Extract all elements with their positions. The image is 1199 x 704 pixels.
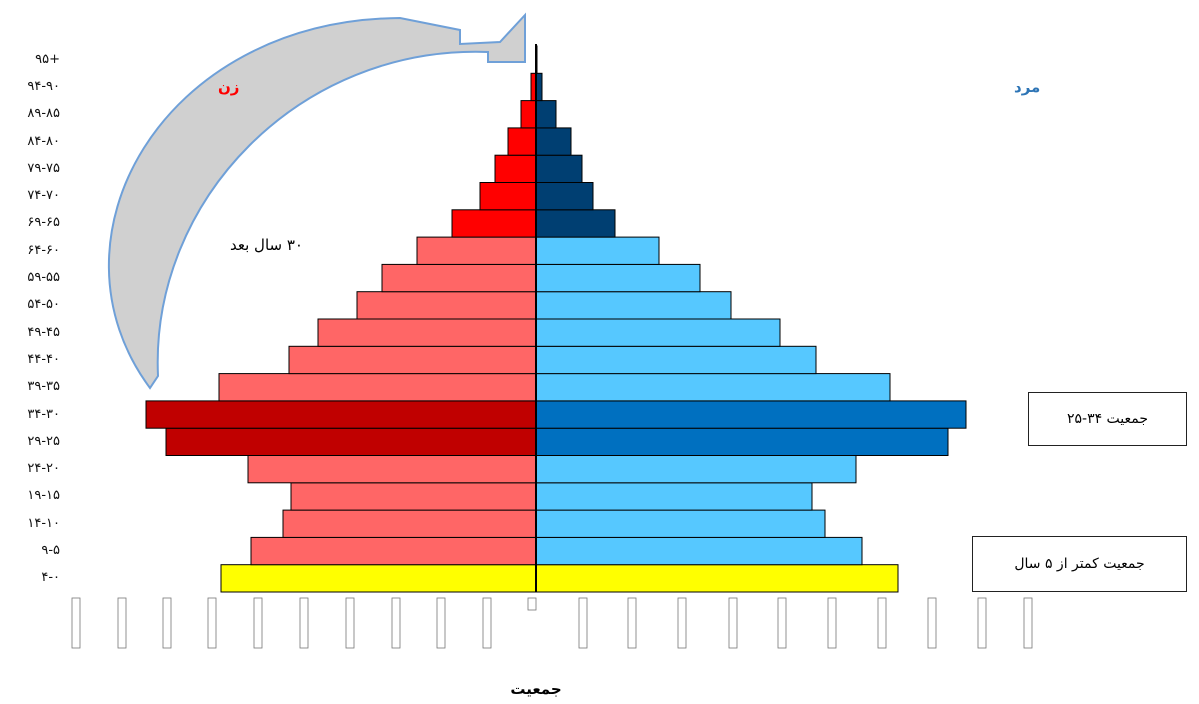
x-tick-12 [627, 597, 637, 649]
x-tick-0 [71, 597, 81, 649]
x-ticks-group [71, 597, 1033, 649]
age-label-0: ۴-۰ [41, 570, 60, 586]
age-label-10: ۵۴-۵۰ [27, 297, 60, 313]
legend-female: زن [218, 78, 240, 96]
curved-arrow [108, 12, 526, 390]
age-label-16: ۸۴-۸۰ [27, 133, 60, 149]
x-tick-1 [117, 597, 127, 649]
bar-male-13 [535, 209, 616, 238]
x-tick-13 [677, 597, 687, 649]
callout-box-25-34: جمعیت ۳۴-۲۵ [1028, 392, 1187, 446]
x-tick-4 [253, 597, 263, 649]
bar-male-14 [535, 182, 594, 211]
bar-male-17 [535, 100, 557, 129]
callout-box-under5: جمعیت کمتر از ۵ سال [972, 536, 1187, 592]
age-label-9: ۴۹-۴۵ [27, 324, 60, 340]
bar-male-5 [535, 427, 949, 457]
age-label-7: ۳۹-۳۵ [27, 379, 60, 395]
bar-female-9 [317, 318, 537, 347]
age-label-19: ۹۵+ [35, 51, 60, 67]
age-label-8: ۴۴-۴۰ [27, 351, 60, 367]
bar-female-7 [218, 373, 537, 402]
bar-female-4 [247, 455, 537, 484]
thirty-years-later-label: ۳۰ سال بعد [230, 236, 303, 254]
bar-male-15 [535, 154, 583, 183]
bar-female-6 [145, 400, 537, 429]
x-axis-title: جمعیت [510, 680, 562, 698]
bar-female-16 [507, 127, 537, 156]
age-label-6: ۳۴-۳۰ [27, 406, 60, 422]
x-tick-8 [436, 597, 446, 649]
bar-female-15 [494, 154, 537, 183]
age-label-5: ۲۹-۲۵ [27, 433, 60, 449]
x-tick-17 [877, 597, 887, 649]
bar-male-3 [535, 482, 813, 511]
x-tick-2 [162, 597, 172, 649]
age-label-14: ۷۴-۷۰ [27, 188, 60, 204]
x-tick-20 [1023, 597, 1033, 649]
age-label-18: ۹۴-۹۰ [27, 78, 60, 94]
x-tick-3 [207, 597, 217, 649]
bar-male-4 [535, 455, 857, 484]
bar-female-14 [479, 182, 537, 211]
age-label-4: ۲۴-۲۰ [27, 461, 60, 477]
bar-female-10 [356, 291, 537, 320]
age-label-13: ۶۹-۶۵ [27, 215, 60, 231]
bar-male-9 [535, 318, 781, 347]
bar-female-11 [381, 263, 537, 293]
bar-female-12 [416, 236, 537, 265]
x-tick-19 [977, 597, 987, 649]
legend-male: مرد [1014, 78, 1041, 96]
x-tick-16 [827, 597, 837, 649]
x-tick-15 [777, 597, 787, 649]
age-label-15: ۷۹-۷۵ [27, 160, 60, 176]
bar-male-1 [535, 536, 863, 566]
bar-male-7 [535, 373, 891, 402]
x-tick-5 [299, 597, 309, 649]
bar-female-13 [451, 209, 537, 238]
x-tick-9 [482, 597, 492, 649]
age-label-2: ۱۴-۱۰ [27, 515, 60, 531]
x-tick-6 [345, 597, 355, 649]
bar-female-5 [165, 427, 537, 457]
bar-female-8 [288, 345, 537, 375]
bar-female-2 [282, 509, 537, 538]
bar-male-11 [535, 263, 701, 293]
x-tick-11 [578, 597, 588, 649]
bar-male-8 [535, 345, 817, 375]
age-label-12: ۶۴-۶۰ [27, 242, 60, 258]
bar-female-17 [520, 100, 537, 129]
bar-female-3 [290, 482, 537, 511]
bar-male-6 [535, 400, 967, 429]
bar-male-0 [535, 564, 899, 593]
x-tick-18 [927, 597, 937, 649]
age-label-17: ۸۹-۸۵ [27, 106, 60, 122]
age-label-1: ۹-۵ [41, 543, 60, 559]
bar-male-12 [535, 236, 660, 265]
bar-female-0 [220, 564, 537, 593]
age-label-11: ۵۹-۵۵ [27, 270, 60, 286]
bar-female-1 [250, 536, 537, 566]
bar-male-2 [535, 509, 826, 538]
x-tick-7 [391, 597, 401, 649]
age-label-3: ۱۹-۱۵ [27, 488, 60, 504]
bar-male-16 [535, 127, 572, 156]
x-tick-14 [728, 597, 738, 649]
x-tick-10 [527, 597, 537, 611]
bars-group [145, 45, 967, 593]
bar-male-10 [535, 291, 732, 320]
